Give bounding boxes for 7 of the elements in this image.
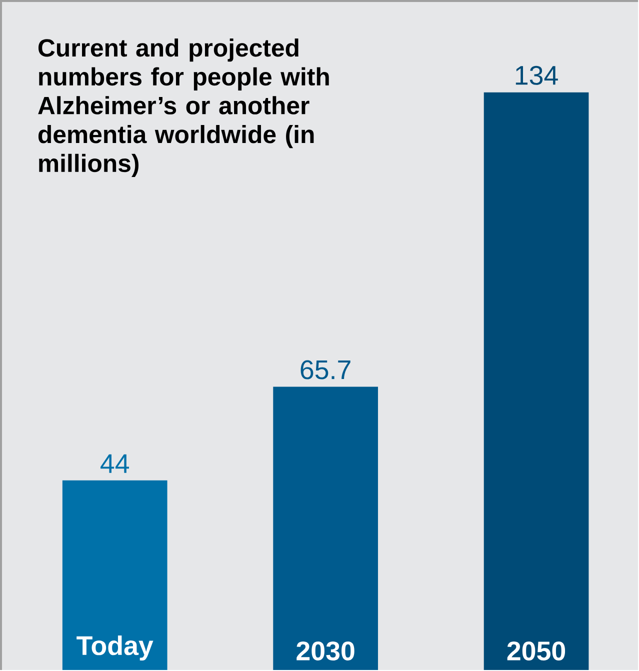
data-label: 65.7 bbox=[300, 360, 350, 380]
x-tick-label: 2030 bbox=[296, 641, 354, 660]
x-tick-label: Today bbox=[76, 635, 154, 660]
x-tick-label: 2050 bbox=[507, 641, 566, 660]
data-label: 44 bbox=[100, 454, 129, 473]
chart-title: Current and projected numbers for people with Alzheimer’s or another dementia worldwide (in millions) bbox=[38, 38, 329, 178]
data-label: 134 bbox=[516, 66, 558, 85]
